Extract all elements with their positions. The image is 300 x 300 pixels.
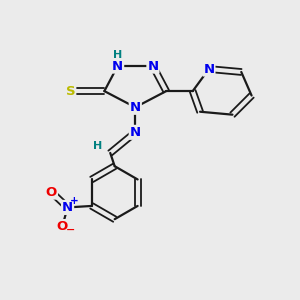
Text: H: H [93,142,103,152]
Text: N: N [147,60,158,73]
Text: +: + [70,196,78,206]
Text: O: O [57,220,68,233]
Text: H: H [113,50,122,60]
Text: S: S [66,85,75,98]
Text: N: N [203,62,214,76]
Text: N: N [130,101,141,114]
Text: N: N [112,60,123,73]
Text: O: O [46,186,57,199]
Text: −: − [66,224,75,235]
Text: N: N [62,201,73,214]
Text: N: N [130,126,141,139]
